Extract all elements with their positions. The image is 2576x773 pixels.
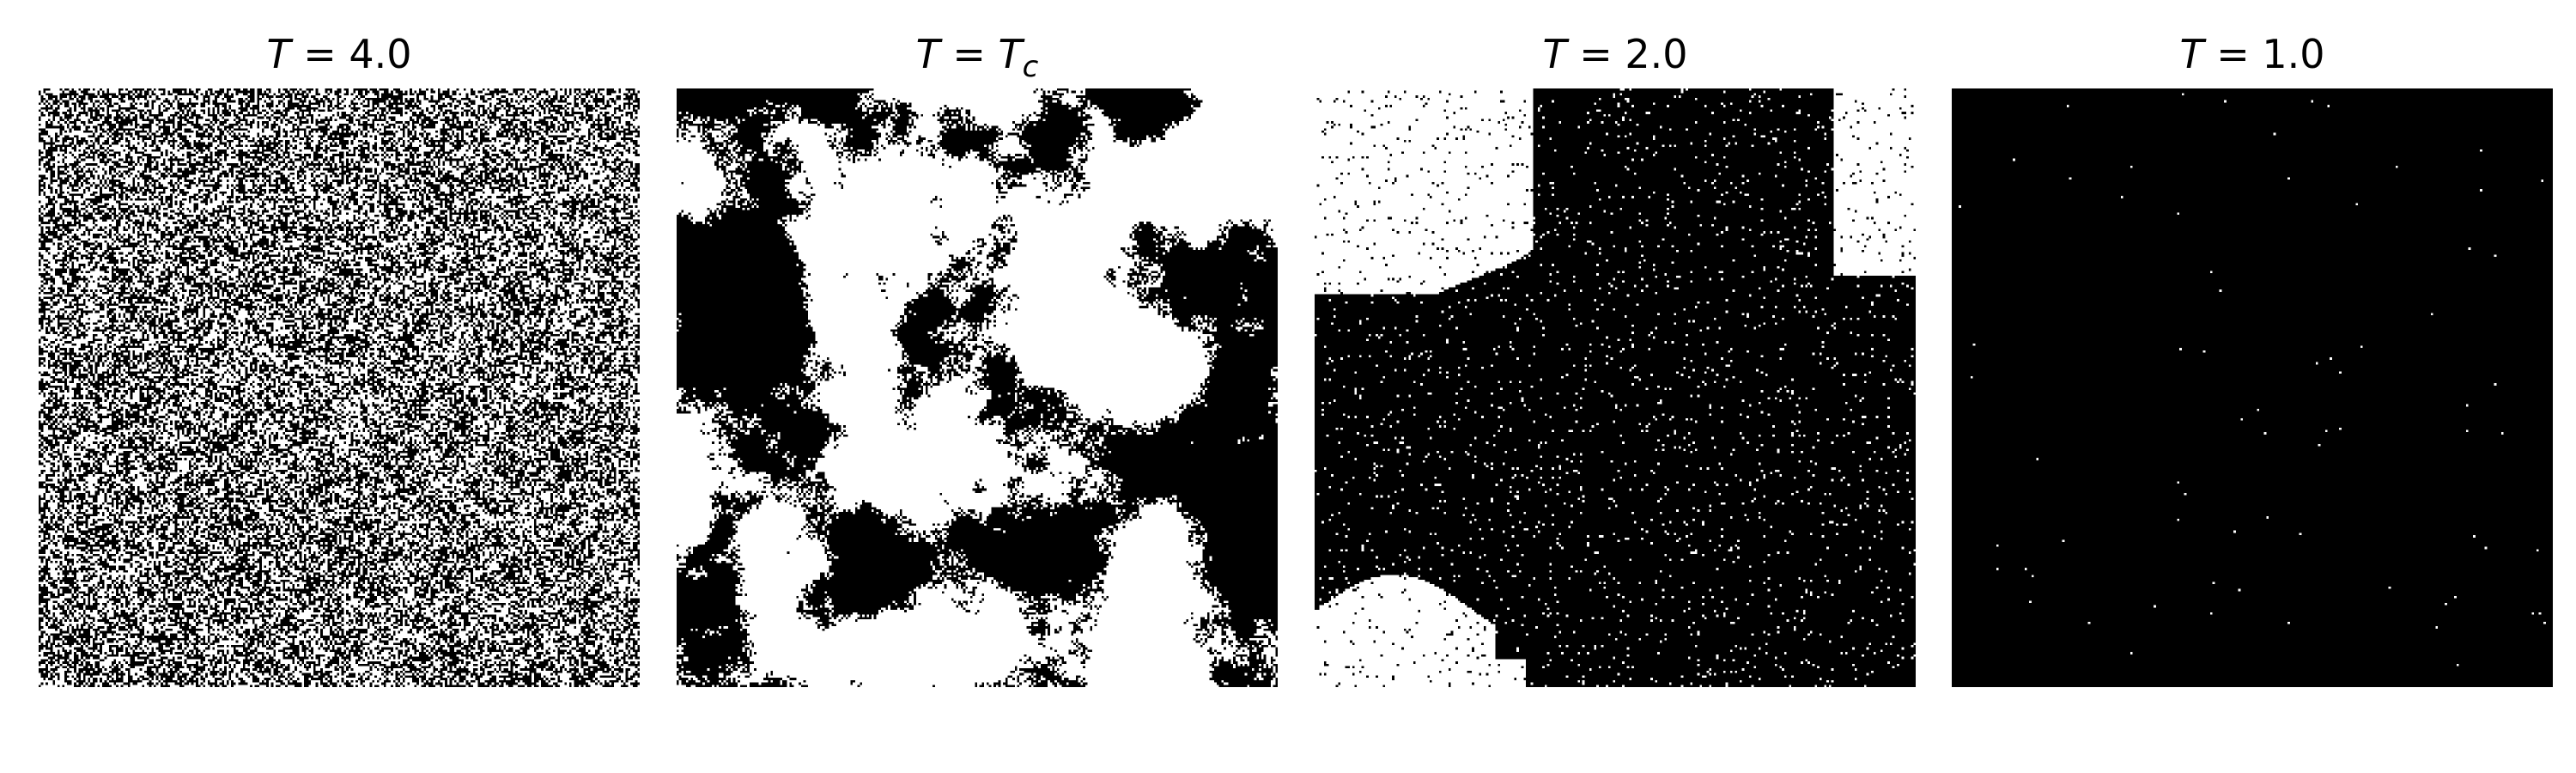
panel-title: T = 1.0 bbox=[1952, 24, 2553, 84]
spin-lattice-image bbox=[677, 88, 1278, 687]
title-variable: T bbox=[1542, 31, 1567, 77]
title-equals: = bbox=[290, 31, 349, 77]
panel-title: T = 4.0 bbox=[39, 24, 640, 84]
panel-t-2: T = 2.0 bbox=[1315, 0, 1916, 773]
title-variable: T bbox=[915, 31, 940, 77]
spin-lattice-image bbox=[39, 88, 640, 687]
title-equals: = bbox=[1566, 31, 1625, 77]
title-value: 2.0 bbox=[1625, 31, 1688, 77]
title-value-variable: T bbox=[998, 31, 1023, 77]
panel-title: T = Tc bbox=[677, 24, 1278, 84]
panel-t-critical: T = Tc bbox=[677, 0, 1278, 773]
title-equals: = bbox=[939, 31, 999, 77]
title-variable: T bbox=[2179, 31, 2204, 77]
title-subscript: c bbox=[1022, 50, 1039, 84]
panel-t-4: T = 4.0 bbox=[39, 0, 640, 773]
panel-t-1: T = 1.0 bbox=[1952, 0, 2553, 773]
panel-title: T = 2.0 bbox=[1315, 24, 1916, 84]
title-equals: = bbox=[2203, 31, 2263, 77]
title-variable: T bbox=[266, 31, 291, 77]
spin-lattice-image bbox=[1952, 88, 2553, 687]
title-value: 1.0 bbox=[2262, 31, 2325, 77]
spin-lattice-image bbox=[1315, 88, 1916, 687]
title-value: 4.0 bbox=[349, 31, 412, 77]
